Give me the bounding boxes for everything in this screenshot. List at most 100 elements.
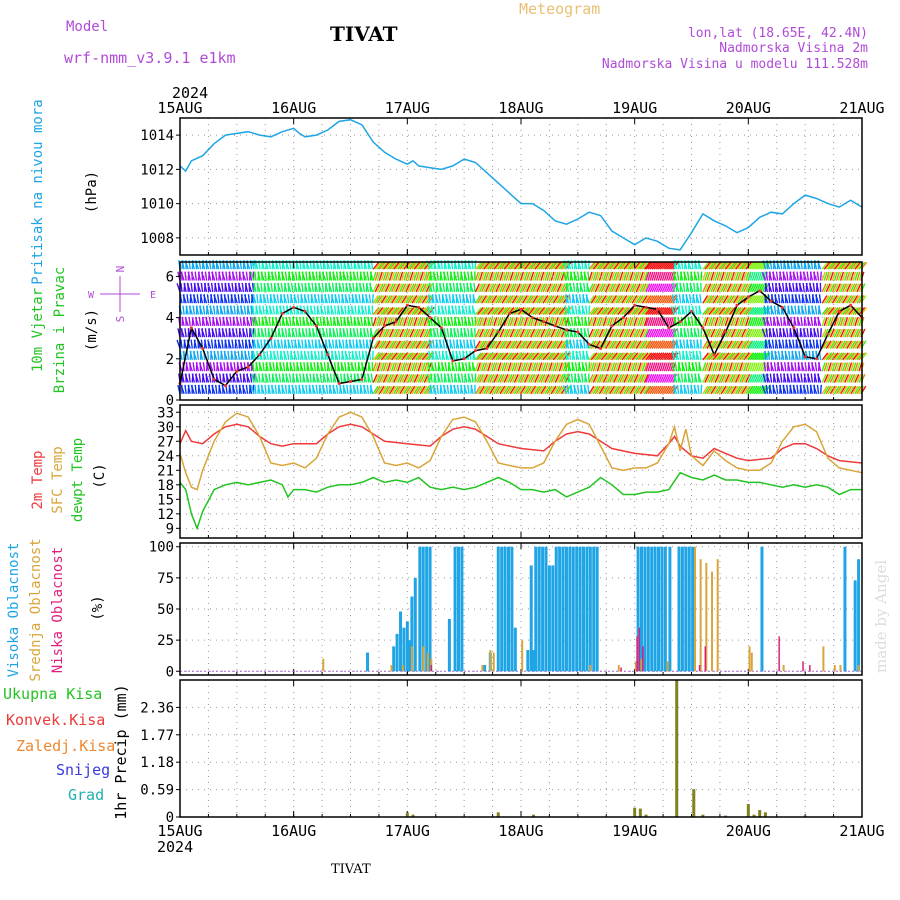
- wind-barb: [491, 317, 496, 327]
- wind-barb: [493, 283, 499, 293]
- wind-barb: [384, 295, 391, 304]
- wind-barb: [227, 339, 232, 349]
- wind-barb: [223, 362, 226, 372]
- model-name: wrf-nmm_v3.9.1 e1km: [64, 49, 236, 67]
- wind-barb: [362, 328, 368, 338]
- wind-barb: [324, 339, 329, 349]
- wind-barb: [558, 352, 566, 361]
- wind-barb: [511, 328, 517, 338]
- wind-barb: [548, 374, 554, 383]
- wind-barb: [474, 340, 481, 349]
- wind-barb: [503, 374, 509, 383]
- wind-barb: [374, 385, 381, 395]
- wind-barb: [747, 385, 754, 395]
- wind-barb: [647, 261, 655, 270]
- y-tick-label: 12: [157, 507, 174, 523]
- wind-barb: [501, 374, 507, 383]
- wind-barb: [314, 282, 318, 293]
- wind-barb: [633, 307, 641, 315]
- wind-barb: [464, 373, 468, 383]
- wind-barb: [837, 271, 843, 281]
- x-label-bottom: 18AUG: [498, 822, 543, 840]
- wind-barb: [497, 385, 504, 395]
- wind-barb: [823, 340, 830, 349]
- wind-barb: [305, 328, 308, 338]
- wind-barb: [256, 350, 259, 360]
- wind-barb: [205, 317, 210, 327]
- bar-ukupna-kisa: [675, 680, 679, 817]
- wind-barb: [357, 362, 361, 372]
- wind-barb: [854, 362, 859, 372]
- wind-barb: [223, 305, 226, 315]
- bar-ukupna-kisa: [405, 812, 409, 817]
- wind-barb: [489, 328, 495, 338]
- y-tick-label: 15: [157, 492, 174, 508]
- wind-barb: [264, 271, 267, 281]
- wind-barb: [372, 317, 377, 327]
- wind-barb: [739, 328, 745, 338]
- wind-barb: [682, 339, 686, 349]
- wind-barb: [272, 294, 278, 304]
- wind-barb: [829, 271, 834, 281]
- panel-frame: [179, 679, 863, 818]
- wind-barb: [700, 328, 703, 338]
- wind-barb: [850, 261, 858, 270]
- wind-barb: [421, 328, 427, 338]
- wind-barb: [405, 307, 413, 315]
- wind-barb: [270, 282, 273, 292]
- wind-barb: [596, 352, 604, 361]
- wind-barb: [641, 328, 647, 338]
- wind-barb: [736, 271, 742, 281]
- wind-barb: [625, 271, 630, 281]
- wind-barb: [262, 294, 267, 304]
- wind-barb: [791, 294, 795, 304]
- wind-barb: [846, 385, 853, 395]
- wind-barb: [810, 305, 816, 315]
- wind-barb: [285, 317, 290, 327]
- wind-barb: [212, 316, 216, 327]
- bar-srednja-oblacnost: [857, 665, 860, 672]
- wind-barb: [534, 271, 539, 281]
- wind-barb: [617, 374, 623, 383]
- wind-barb: [515, 340, 522, 349]
- wind-barb: [846, 261, 853, 270]
- wind-barb: [716, 295, 723, 304]
- station-title: TIVAT: [330, 22, 398, 46]
- wind-barb: [695, 351, 700, 361]
- wind-barb: [720, 352, 728, 361]
- wind-barb: [718, 362, 723, 372]
- meteogram-title-text: Meteogram: [519, 0, 601, 18]
- wind-barb: [659, 374, 665, 383]
- wind-barb: [769, 373, 773, 383]
- wind-barb: [657, 340, 664, 349]
- wind-barb: [643, 271, 648, 281]
- wind-barb: [184, 328, 187, 338]
- wind-barb: [611, 362, 616, 372]
- wind-barb: [463, 328, 468, 338]
- wind-barb: [443, 316, 448, 327]
- wind-barb: [534, 261, 542, 270]
- wind-barb: [409, 362, 414, 372]
- wind-barb: [779, 373, 783, 383]
- wind-barb: [287, 384, 292, 394]
- ylabel-temp-unit: (C): [92, 463, 108, 488]
- wind-barb: [585, 294, 590, 304]
- wind-barb: [266, 350, 269, 360]
- wind-barb: [606, 374, 613, 383]
- wind-barb: [753, 283, 759, 293]
- wind-barb: [651, 385, 658, 395]
- wind-barb: [683, 328, 688, 338]
- wind-speed-point: [621, 316, 625, 320]
- bar-visoka-oblacnost: [663, 546, 667, 672]
- wind-barb: [704, 352, 712, 361]
- wind-barb: [517, 271, 522, 281]
- wind-barb: [273, 282, 278, 293]
- wind-barb: [697, 384, 700, 394]
- wind-barb: [230, 294, 234, 304]
- wind-barb: [653, 283, 659, 293]
- wind-barb: [720, 385, 727, 395]
- wind-barb: [755, 307, 763, 315]
- wind-barb: [631, 340, 638, 349]
- wind-barb: [766, 362, 771, 372]
- wind-barb: [716, 328, 722, 338]
